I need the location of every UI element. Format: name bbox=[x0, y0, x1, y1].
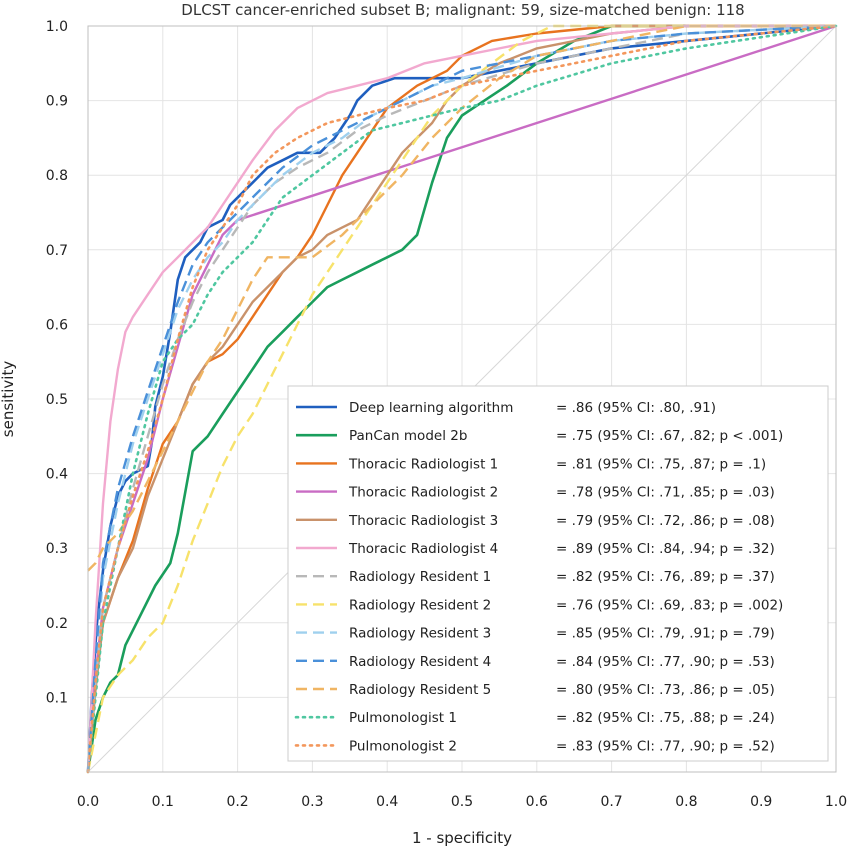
plot-frame bbox=[87, 25, 837, 773]
legend-label: Deep learning algorithm bbox=[349, 400, 513, 416]
x-axis-label: 1 - specificity bbox=[412, 829, 512, 847]
x-tick-label: 0.2 bbox=[226, 794, 248, 810]
legend-stat: = .80 (95% CI: .73, .86; p = .05) bbox=[556, 682, 775, 698]
roc-curve-radiology-resident-5 bbox=[87, 24, 836, 572]
legend-box bbox=[287, 385, 829, 762]
y-tick-label: 0.9 bbox=[46, 94, 68, 110]
legend: Deep learning algorithm = .86 (95% CI: .8… bbox=[287, 385, 829, 762]
legend-label: PanCan model 2b bbox=[349, 428, 467, 444]
legend-label: Radiology Resident 1 bbox=[349, 569, 491, 585]
legend-label: Thoracic Radiologist 4 bbox=[348, 541, 498, 557]
legend-label: Radiology Resident 4 bbox=[349, 654, 491, 670]
legend-label: Thoracic Radiologist 1 bbox=[348, 456, 498, 472]
legend-stat: = .84 (95% CI: .77, .90; p = .53) bbox=[556, 654, 775, 670]
roc-curve-radiology-resident-2 bbox=[86, 24, 836, 773]
x-tick-label: 0.9 bbox=[750, 794, 772, 810]
y-tick-label: 0.3 bbox=[46, 541, 68, 557]
legend-stat: = .82 (95% CI: .76, .89; p = .37) bbox=[556, 569, 775, 585]
y-tick-label: 0.5 bbox=[46, 392, 68, 408]
legend-label: Radiology Resident 3 bbox=[349, 626, 491, 642]
roc-curve-thoracic-radiologist-2 bbox=[86, 24, 837, 773]
legend-stat: = .85 (95% CI: .79, .91; p = .79) bbox=[556, 626, 775, 642]
roc-curve-radiology-resident-1 bbox=[86, 24, 837, 773]
legend-label: Pulmonologist 2 bbox=[349, 738, 457, 754]
series-layer bbox=[86, 24, 838, 774]
roc-curve-radiology-resident-4 bbox=[86, 24, 837, 773]
x-tick-label: 0.8 bbox=[675, 794, 697, 810]
x-tick-label: 0.1 bbox=[152, 794, 174, 810]
legend-stat: = .81 (95% CI: .75, .87; p = .1) bbox=[556, 456, 766, 472]
y-tick-label: 0.4 bbox=[46, 467, 68, 483]
x-tick-label: 0.0 bbox=[77, 794, 99, 810]
y-tick-label: 0.8 bbox=[46, 168, 68, 184]
legend-stat: = .76 (95% CI: .69, .83; p = .002) bbox=[556, 597, 783, 613]
x-tick-label: 0.3 bbox=[301, 794, 323, 810]
legend-label: Pulmonologist 1 bbox=[349, 710, 457, 726]
legend-stat: = .83 (95% CI: .77, .90; p = .52) bbox=[556, 738, 775, 754]
roc-curve-deep-learning-algorithm bbox=[86, 24, 837, 773]
x-tick-label: 0.7 bbox=[600, 794, 622, 810]
y-tick-label: 0.1 bbox=[46, 690, 68, 706]
legend-stat: = .79 (95% CI: .72, .86; p = .08) bbox=[556, 513, 775, 529]
legend-label: Thoracic Radiologist 2 bbox=[348, 485, 498, 501]
x-tick-label: 0.5 bbox=[451, 794, 473, 810]
y-tick-label: 0.7 bbox=[46, 243, 68, 259]
legend-stat: = .89 (95% CI: .84, .94; p = .32) bbox=[556, 541, 775, 557]
legend-stat: = .75 (95% CI: .67, .82; p < .001) bbox=[556, 428, 783, 444]
y-tick-label: 0.2 bbox=[46, 616, 68, 632]
y-tick-label: 0.6 bbox=[46, 317, 68, 333]
x-axis-ticks: 0.0 0.1 0.2 0.3 0.4 0.5 0.6 0.7 0.8 0.9 1.0 bbox=[77, 794, 847, 810]
x-tick-label: 0.4 bbox=[376, 794, 398, 810]
y-tick-label: 1.0 bbox=[46, 19, 68, 35]
roc-curve-pulmonologist-1 bbox=[86, 24, 838, 774]
y-axis-label: sensitivity bbox=[0, 361, 17, 438]
y-axis-ticks: 0.1 0.2 0.3 0.4 0.5 0.6 0.7 0.8 0.9 1.0 bbox=[46, 19, 68, 706]
legend-label: Radiology Resident 2 bbox=[349, 597, 491, 613]
legend-label: Radiology Resident 5 bbox=[349, 682, 491, 698]
roc-curve-pancan-model-2b bbox=[86, 24, 836, 773]
roc-curve-thoracic-radiologist-4 bbox=[86, 24, 836, 773]
legend-label: Thoracic Radiologist 3 bbox=[348, 513, 498, 529]
roc-curve-pulmonologist-2 bbox=[86, 24, 838, 774]
legend-stat: = .82 (95% CI: .75, .88; p = .24) bbox=[556, 710, 775, 726]
legend-stat: = .78 (95% CI: .71, .85; p = .03) bbox=[556, 485, 775, 501]
x-tick-label: 1.0 bbox=[825, 794, 847, 810]
legend-stat: = .86 (95% CI: .80, .91) bbox=[556, 400, 716, 416]
roc-curve-radiology-resident-3 bbox=[86, 24, 837, 773]
chart-title: DLCST cancer-enriched subset B; malignan… bbox=[181, 1, 744, 19]
x-tick-label: 0.6 bbox=[526, 794, 548, 810]
